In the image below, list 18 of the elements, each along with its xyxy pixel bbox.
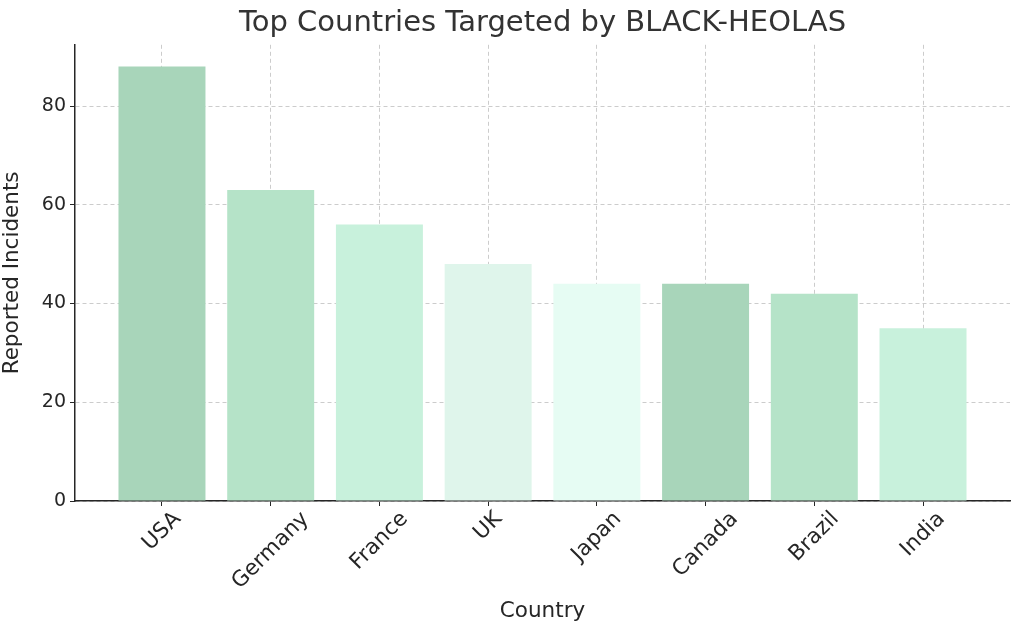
x-tick-label: USA (136, 505, 186, 555)
y-tick-label: 20 (41, 389, 66, 412)
bar (227, 189, 315, 501)
y-tick-label: 80 (41, 92, 66, 115)
y-axis-title: Reported Incidents (0, 171, 24, 375)
bar (879, 328, 967, 501)
y-tick-label: 60 (41, 191, 66, 214)
bar (118, 66, 206, 501)
bar (444, 264, 532, 501)
y-tick-label: 0 (53, 487, 66, 510)
y-tick-label: 40 (41, 290, 66, 313)
bar (553, 283, 641, 501)
x-axis-title: Country (499, 596, 586, 622)
bar (335, 224, 423, 501)
bar (662, 283, 750, 501)
chart-title: Top Countries Targeted by BLACK-HEOLAS (237, 3, 847, 38)
x-tick-label: UK (467, 504, 507, 545)
bar (770, 293, 858, 501)
